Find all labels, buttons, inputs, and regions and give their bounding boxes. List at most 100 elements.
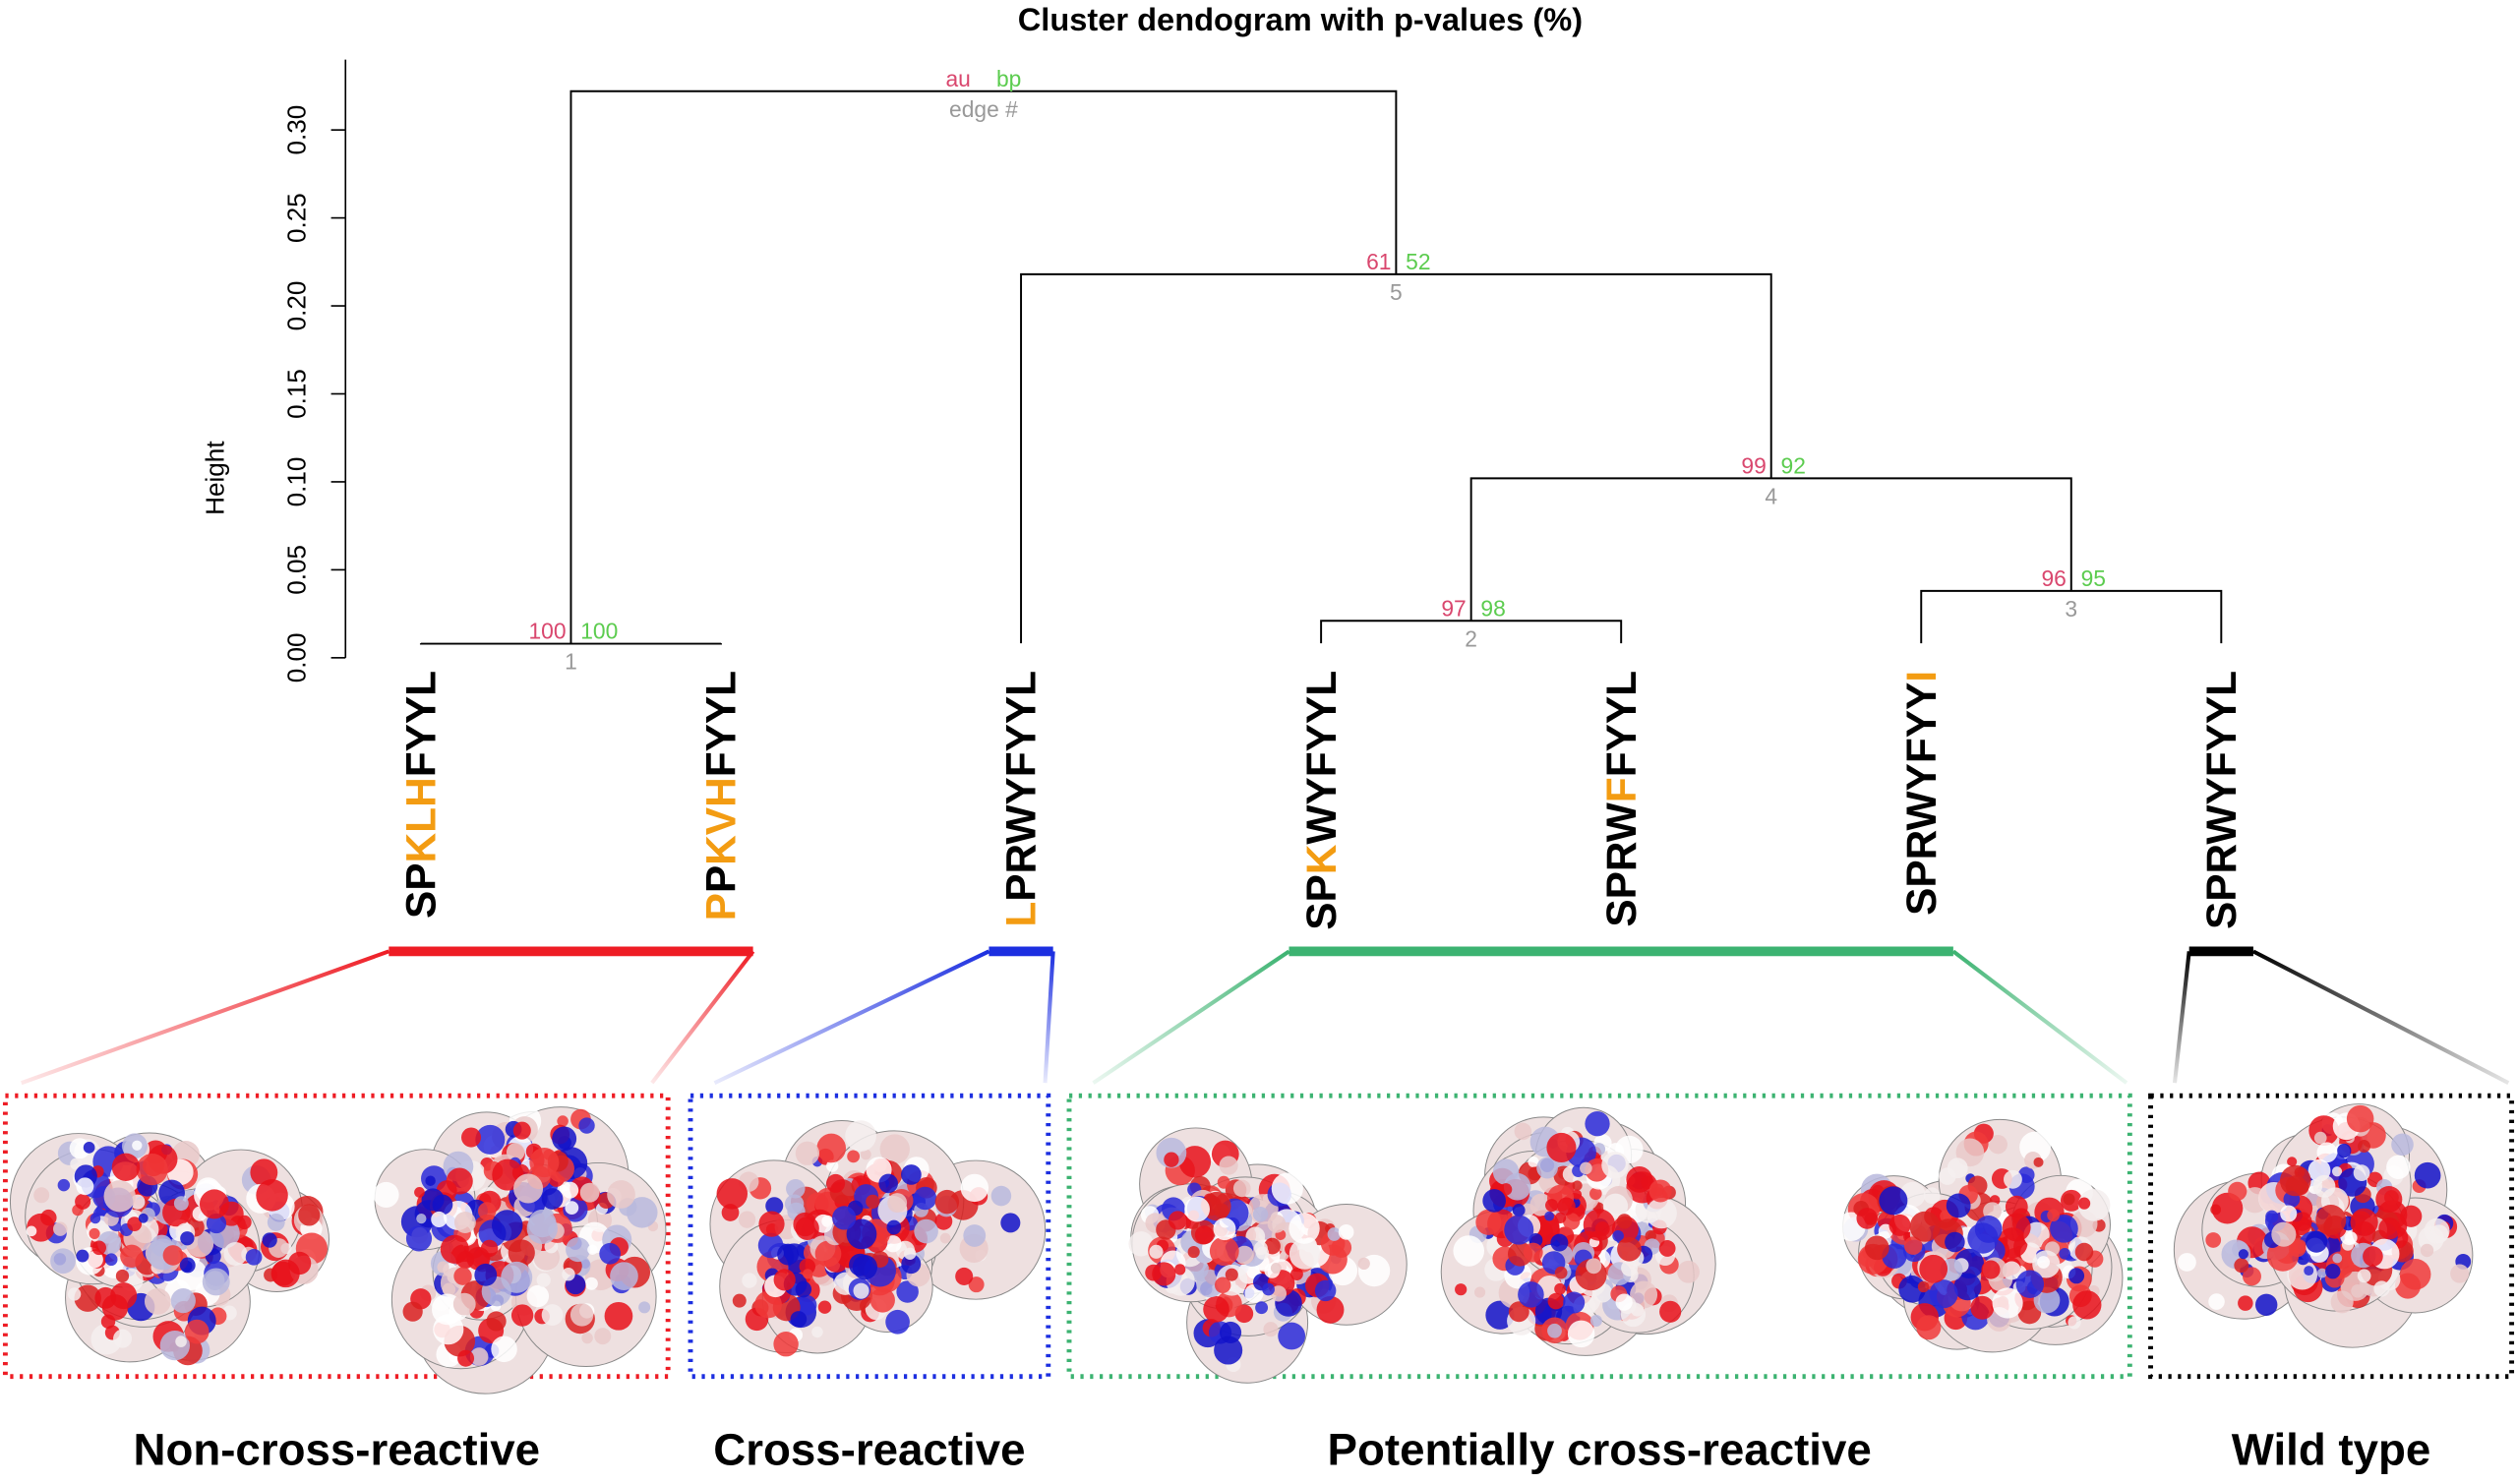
structure-atom xyxy=(2331,1166,2343,1177)
structure-atom xyxy=(1209,1236,1239,1267)
y-tick-label: 0.15 xyxy=(281,369,311,419)
structure-atom xyxy=(1601,1152,1629,1179)
leaf-label: SPRWFFYYL xyxy=(1598,671,1645,927)
leaf-label: PPKVHFYYL xyxy=(698,671,745,921)
structure-atom xyxy=(803,1269,813,1279)
structure-atom xyxy=(298,1204,321,1226)
leaf-label-part: P xyxy=(698,893,745,920)
structure-atom xyxy=(2004,1169,2022,1189)
structure-atom xyxy=(89,1227,100,1239)
structure-atom xyxy=(1602,1193,1629,1218)
structure-image xyxy=(9,1132,330,1366)
structure-atom xyxy=(2265,1210,2279,1223)
structure-atom xyxy=(1953,1273,1982,1301)
structure-atom xyxy=(86,1250,103,1269)
dendrogram-link xyxy=(1020,272,1772,644)
structure-atom xyxy=(127,1217,143,1231)
structure-atom xyxy=(1453,1235,1485,1267)
structure-atom xyxy=(1267,1215,1287,1233)
structure-atom xyxy=(267,1214,285,1231)
structure-atom xyxy=(990,1185,1012,1207)
structure-atom xyxy=(136,1153,168,1186)
structure-atom xyxy=(1612,1229,1624,1242)
structure-atom xyxy=(529,1148,560,1178)
bp-value: 100 xyxy=(580,619,618,644)
structure-atom xyxy=(2271,1221,2297,1247)
structure-atom xyxy=(2002,1261,2021,1280)
structure-atom xyxy=(1536,1157,1558,1179)
au-value: 61 xyxy=(1366,249,1391,274)
structure-atom xyxy=(1255,1301,1269,1315)
structure-atom xyxy=(1271,1172,1303,1205)
structure-atom xyxy=(2306,1230,2328,1253)
edge-number: 2 xyxy=(1465,625,1477,651)
bp-value: 92 xyxy=(1781,452,1806,478)
structure-atom xyxy=(477,1202,497,1220)
structure-atom xyxy=(70,1158,83,1170)
structure-atom xyxy=(1512,1204,1526,1217)
edge-number: 4 xyxy=(1765,483,1777,508)
leaf-label-part: KVH xyxy=(698,777,745,865)
structure-atom xyxy=(120,1244,144,1269)
structure-atom xyxy=(1946,1193,1971,1218)
structure-atom xyxy=(773,1269,796,1291)
structure-atom xyxy=(144,1288,171,1315)
structure-atom xyxy=(1357,1257,1370,1271)
structure-atom xyxy=(1455,1283,1468,1296)
leaf-label-part: SP xyxy=(398,862,445,919)
structure-atom xyxy=(790,1311,808,1328)
structure-atom xyxy=(826,1159,839,1172)
structure-atom xyxy=(2208,1293,2225,1310)
structure-atom xyxy=(1316,1295,1345,1324)
structure-atom xyxy=(2072,1290,2102,1320)
bp-value: 52 xyxy=(1406,249,1430,274)
structure-atom xyxy=(795,1216,819,1241)
structure-atom xyxy=(115,1269,130,1283)
structure-atom xyxy=(1220,1321,1242,1343)
structure-atom xyxy=(903,1247,917,1260)
structure-atom xyxy=(754,1290,782,1319)
structure-atom xyxy=(491,1336,517,1363)
structure-atom xyxy=(1234,1245,1254,1265)
structure-atom xyxy=(2337,1143,2352,1158)
structure-atom xyxy=(1898,1276,1926,1303)
structure-atom xyxy=(1528,1156,1539,1167)
structure-atom xyxy=(1482,1189,1506,1213)
structure-image xyxy=(373,1104,667,1395)
structure-atom xyxy=(2357,1269,2371,1283)
structure-atom xyxy=(963,1224,987,1247)
structure-atom xyxy=(610,1262,638,1290)
structure-atom xyxy=(2211,1192,2244,1224)
structure-atom xyxy=(425,1175,436,1186)
structure-atom xyxy=(1499,1183,1513,1196)
structure-atom xyxy=(886,1219,902,1235)
structure-atom xyxy=(2316,1142,2338,1163)
structure-atom xyxy=(2017,1300,2042,1325)
group-connector xyxy=(1043,951,1055,1084)
structure-atom xyxy=(223,1241,248,1266)
structure-atom xyxy=(76,1249,90,1263)
group-label: Cross-reactive xyxy=(713,1424,1025,1474)
structure-atom xyxy=(1916,1315,1942,1340)
structure-atom xyxy=(75,1193,91,1210)
structure-atom xyxy=(901,1164,922,1185)
structure-atom xyxy=(845,1120,876,1152)
structure-atom xyxy=(1338,1223,1354,1240)
structure-atom xyxy=(2068,1268,2085,1284)
structure-atom xyxy=(457,1349,475,1367)
structure-atom xyxy=(1213,1217,1236,1241)
leaf-label-part: SP xyxy=(1298,874,1345,930)
structure-atom xyxy=(1314,1279,1337,1302)
structure-atom xyxy=(1589,1187,1602,1201)
structure-atom xyxy=(569,1303,594,1327)
structure-atom xyxy=(2420,1243,2434,1258)
leaf-label-part: SPRW xyxy=(1598,802,1645,926)
structure-atom xyxy=(1919,1254,1948,1283)
structure-atom xyxy=(1547,1323,1562,1338)
structure-atom xyxy=(1929,1279,1958,1309)
structure-atom xyxy=(1523,1242,1543,1263)
structure-atom xyxy=(627,1197,658,1228)
structure-atom xyxy=(758,1211,785,1237)
legend-au: au xyxy=(945,66,970,91)
